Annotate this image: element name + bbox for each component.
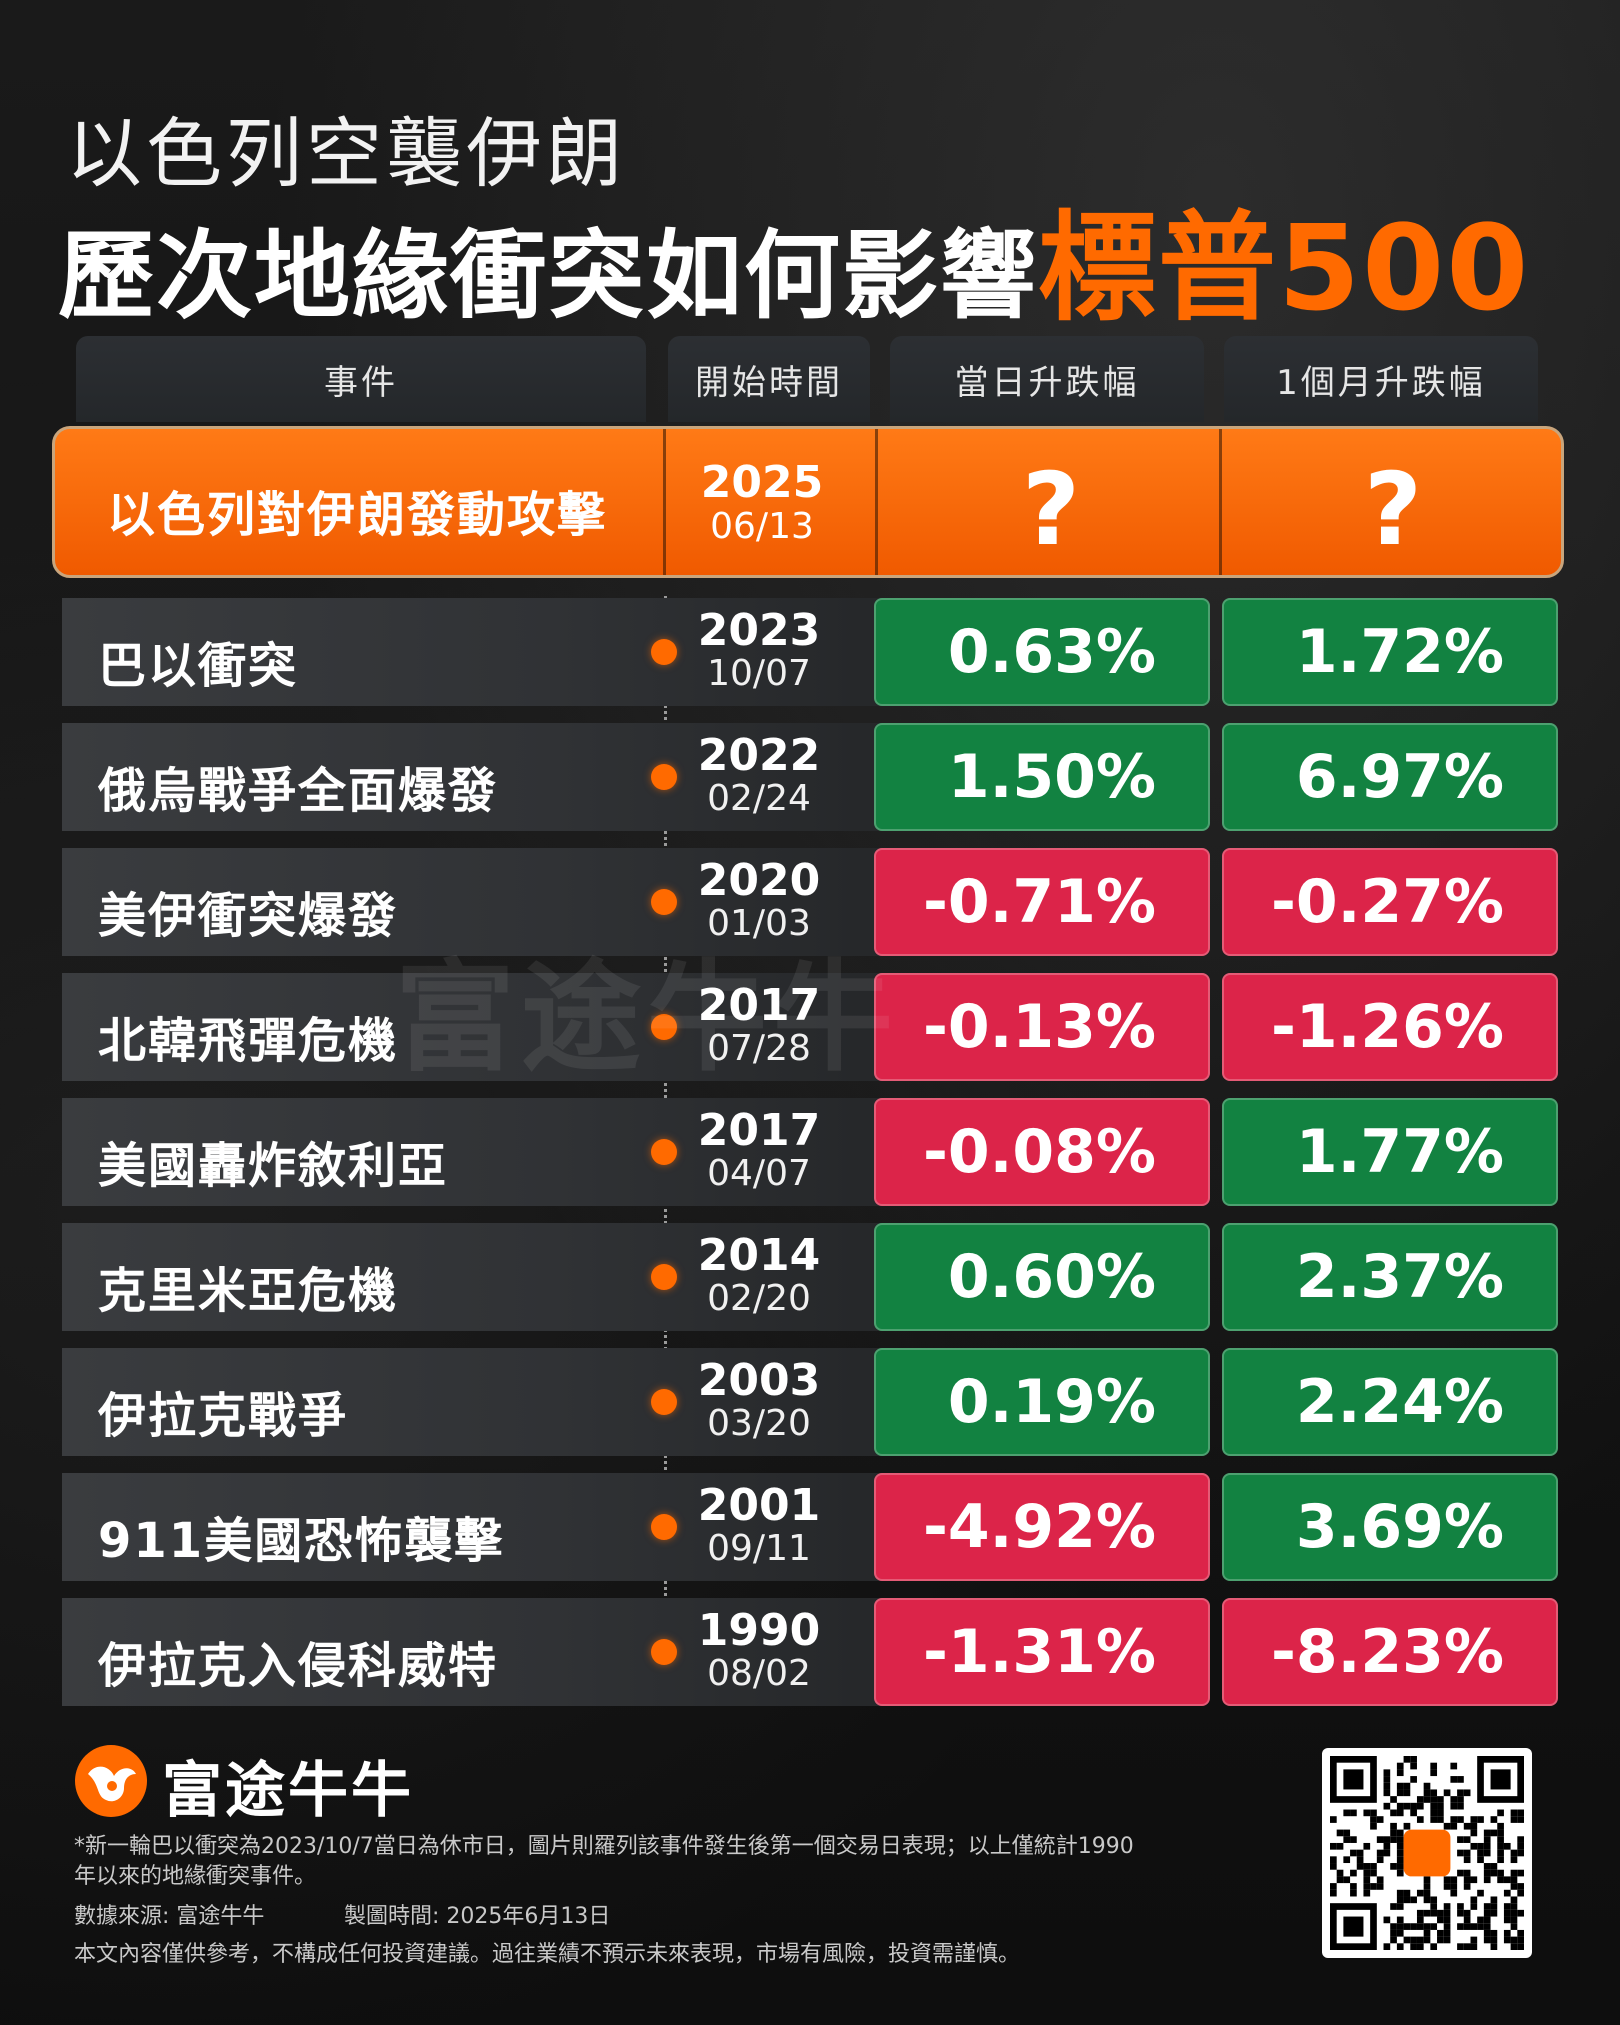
event-date: 2020 01/03: [674, 858, 844, 944]
event-year: 2022: [697, 730, 821, 781]
day-change-cell: 0.63%: [874, 598, 1210, 706]
highlight-separator: [875, 429, 878, 575]
month-change-cell: -0.27%: [1222, 848, 1558, 956]
event-year: 2003: [697, 1355, 821, 1406]
highlight-day-change: ?: [1021, 451, 1080, 568]
event-month-day: 08/02: [707, 1653, 811, 1694]
event-row: 巴以衝突: [62, 598, 952, 706]
header-day-change: 當日升跌幅: [890, 336, 1204, 422]
event-name: 伊拉克戰爭: [98, 1388, 349, 1444]
timeline-dot: [651, 889, 677, 915]
event-row: 伊拉克入侵科威特: [62, 1598, 952, 1706]
event-date: 2003 03/20: [674, 1358, 844, 1444]
qr-code-pattern: [1330, 1756, 1524, 1950]
day-change-cell: -0.08%: [874, 1098, 1210, 1206]
month-change-cell: -8.23%: [1222, 1598, 1558, 1706]
event-date: 2017 04/07: [674, 1108, 844, 1194]
event-year: 2017: [697, 980, 821, 1031]
highlight-row: 以色列對伊朗發動攻擊 2025 06/13 ? ?: [52, 426, 1564, 578]
event-date: 2022 02/24: [674, 733, 844, 819]
event-year: 2001: [697, 1480, 821, 1531]
timeline-dot: [651, 1639, 677, 1665]
timeline-dot: [651, 1264, 677, 1290]
event-row: 伊拉克戰爭: [62, 1348, 952, 1456]
title-line-2: 歷次地緣衝突如何影響標普500: [58, 172, 1530, 343]
event-year: 1990: [697, 1605, 821, 1656]
event-name: 伊拉克入侵科威特: [98, 1638, 499, 1694]
header-start-time: 開始時間: [668, 336, 870, 422]
event-year: 2020: [697, 855, 821, 906]
header-month-change: 1個月升跌幅: [1224, 336, 1538, 422]
watermark: 富途牛牛: [395, 949, 899, 1088]
event-date: 2017 07/28: [674, 983, 844, 1069]
event-date: 2001 09/11: [674, 1483, 844, 1569]
day-change-cell: -0.13%: [874, 973, 1210, 1081]
title-prefix: 歷次地緣衝突如何影響: [58, 220, 1038, 332]
event-row: 美國轟炸敘利亞: [62, 1098, 952, 1206]
month-change-cell: 1.77%: [1222, 1098, 1558, 1206]
title-highlight: 標普500: [1038, 199, 1531, 337]
event-name: 美伊衝突爆發: [98, 888, 399, 944]
event-name: 巴以衝突: [98, 638, 299, 694]
highlight-month-change: ?: [1363, 451, 1422, 568]
brand-name: 富途牛牛: [162, 1756, 414, 1826]
event-month-day: 07/28: [707, 1028, 811, 1069]
event-row: 北韓飛彈危機: [62, 973, 952, 1081]
month-change-cell: 1.72%: [1222, 598, 1558, 706]
event-row: 美伊衝突爆發: [62, 848, 952, 956]
timeline-dot: [651, 639, 677, 665]
month-change-cell: 3.69%: [1222, 1473, 1558, 1581]
month-change-cell: 2.24%: [1222, 1348, 1558, 1456]
event-month-day: 04/07: [707, 1153, 811, 1194]
qr-code-icon: [1322, 1748, 1532, 1958]
month-change-cell: -1.26%: [1222, 973, 1558, 1081]
event-date: 2023 10/07: [674, 608, 844, 694]
timeline-dot: [651, 1514, 677, 1540]
event-row: 克里米亞危機: [62, 1223, 952, 1331]
header-event: 事件: [76, 336, 646, 422]
month-change-cell: 2.37%: [1222, 1223, 1558, 1331]
event-month-day: 03/20: [707, 1403, 811, 1444]
day-change-cell: 1.50%: [874, 723, 1210, 831]
timeline-dot: [651, 1389, 677, 1415]
timeline-dot: [651, 1014, 677, 1040]
event-date: 2014 02/20: [674, 1233, 844, 1319]
event-name: 俄烏戰爭全面爆發: [98, 763, 499, 819]
event-year: 2014: [697, 1230, 821, 1281]
day-change-cell: -0.71%: [874, 848, 1210, 956]
event-month-day: 10/07: [707, 653, 811, 694]
day-change-cell: 0.60%: [874, 1223, 1210, 1331]
disclaimer: 本文內容僅供參考，不構成任何投資建議。過往業績不預示未來表現，市場有風險，投資需…: [74, 1942, 1021, 1967]
event-month-day: 02/20: [707, 1278, 811, 1319]
event-name: 北韓飛彈危機: [98, 1013, 399, 1069]
bull-logo-icon: [75, 1745, 147, 1817]
event-month-day: 02/24: [707, 778, 811, 819]
highlight-year: 2025: [700, 457, 824, 508]
data-source: 數據來源: 富途牛牛: [74, 1904, 265, 1929]
event-row: 911美國恐怖襲擊: [62, 1473, 952, 1581]
event-date: 1990 08/02: [674, 1608, 844, 1694]
title-line-1: 以色列空襲伊朗: [66, 109, 626, 198]
event-name: 克里米亞危機: [98, 1263, 399, 1319]
footnote: *新一輪巴以衝突為2023/10/7當日為休市日，圖片則羅列該事件發生後第一個交…: [74, 1834, 1134, 1889]
highlight-md: 06/13: [710, 506, 814, 547]
event-row: 俄烏戰爭全面爆發: [62, 723, 952, 831]
day-change-cell: -4.92%: [874, 1473, 1210, 1581]
day-change-cell: 0.19%: [874, 1348, 1210, 1456]
timeline-dot: [651, 1139, 677, 1165]
highlight-event: 以色列對伊朗發動攻擊: [107, 487, 608, 543]
event-year: 2023: [697, 605, 821, 656]
made-time: 製圖時間: 2025年6月13日: [344, 1904, 611, 1929]
event-month-day: 01/03: [707, 903, 811, 944]
event-year: 2017: [697, 1105, 821, 1156]
month-change-cell: 6.97%: [1222, 723, 1558, 831]
event-month-day: 09/11: [707, 1528, 811, 1569]
event-name: 911美國恐怖襲擊: [98, 1513, 505, 1569]
day-change-cell: -1.31%: [874, 1598, 1210, 1706]
highlight-separator: [1219, 429, 1222, 575]
highlight-separator: [663, 429, 666, 575]
highlight-date: 2025 06/13: [677, 459, 847, 547]
event-name: 美國轟炸敘利亞: [98, 1138, 449, 1194]
timeline-dot: [651, 764, 677, 790]
